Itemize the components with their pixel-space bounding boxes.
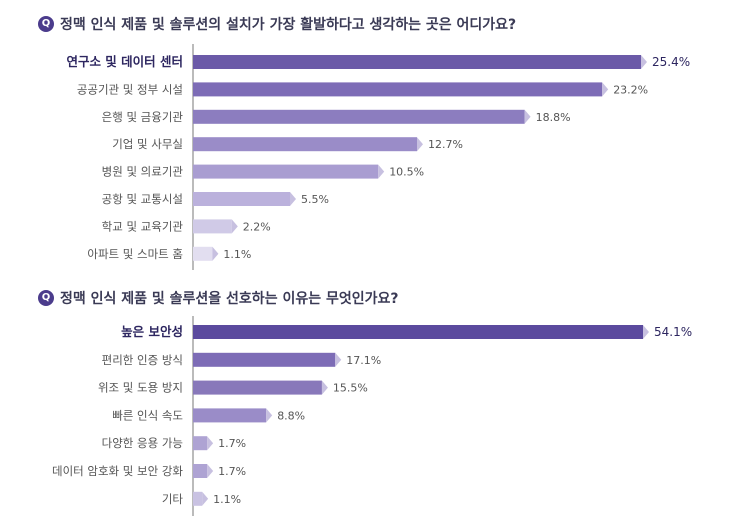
bar — [193, 408, 267, 423]
bar-tip — [335, 352, 342, 367]
bar — [193, 352, 336, 367]
question-text-1: 정맥 인식 제품 및 솔루션의 설치가 가장 활발하다고 생각하는 곳은 어디가… — [60, 17, 517, 33]
bar — [193, 82, 603, 97]
value-label: 8.8% — [277, 409, 305, 422]
category-label: 공공기관 및 정부 시설 — [77, 82, 183, 96]
category-label: 은행 및 금융기관 — [102, 110, 184, 124]
bar-tip — [641, 55, 647, 69]
question-title-1: Q 정맥 인식 제품 및 솔루션의 설치가 가장 활발하다고 생각하는 곳은 어… — [38, 14, 516, 34]
bar — [193, 192, 291, 206]
bar-tip — [266, 408, 273, 423]
category-label: 다양한 응용 가능 — [102, 436, 183, 450]
bar-tip — [202, 491, 209, 506]
bar-tip — [212, 246, 219, 261]
category-label: 공항 및 교통시설 — [102, 192, 183, 206]
value-label: 2.2% — [243, 220, 271, 233]
question-badge-2: Q — [38, 290, 54, 306]
value-label: 17.1% — [346, 354, 381, 367]
value-label: 1.1% — [213, 493, 241, 506]
bar — [193, 325, 643, 339]
category-label: 병원 및 의료기관 — [102, 165, 184, 179]
bar — [193, 464, 208, 478]
value-label: 23.2% — [613, 83, 648, 96]
category-label: 학교 및 교육기관 — [102, 219, 184, 233]
bar-tip — [378, 164, 385, 179]
question-title-2: Q 정맥 인식 제품 및 솔루션을 선호하는 이유는 무엇인가요? — [38, 288, 398, 308]
value-label: 5.5% — [301, 193, 329, 206]
bar — [193, 55, 641, 69]
bar-tip — [524, 109, 531, 124]
bar — [193, 219, 232, 234]
category-label: 아파트 및 스마트 홈 — [87, 247, 183, 261]
bar-tip — [602, 82, 609, 97]
value-label: 1.1% — [223, 248, 251, 261]
category-label: 높은 보안성 — [121, 324, 183, 339]
value-label: 1.7% — [218, 437, 246, 450]
chart-installation-places: 연구소 및 데이터 센터 25.4% 공공기관 및 정부 시설 23.2% 은행 및 금… — [66, 44, 690, 270]
bar — [193, 109, 525, 124]
bar — [193, 137, 417, 152]
value-label: 54.1% — [654, 325, 692, 339]
bar — [193, 491, 203, 506]
value-label: 10.5% — [389, 166, 424, 179]
bar-tip — [207, 436, 214, 451]
bar — [193, 164, 379, 179]
value-label: 15.5% — [333, 382, 368, 395]
value-label: 18.8% — [536, 111, 571, 124]
category-label: 빠른 인식 속도 — [112, 408, 183, 422]
category-label: 데이터 암호화 및 보안 강화 — [52, 464, 183, 478]
bar-tip — [207, 464, 214, 478]
bar — [193, 246, 213, 261]
bar-tip — [231, 219, 238, 234]
category-label: 기업 및 사무실 — [112, 137, 183, 151]
bar-tip — [417, 137, 423, 152]
bar-tip — [643, 325, 649, 339]
bar — [193, 436, 208, 451]
value-label: 25.4% — [652, 55, 690, 69]
value-label: 1.7% — [218, 465, 246, 478]
category-label: 연구소 및 데이터 센터 — [66, 54, 183, 69]
value-label: 12.7% — [428, 138, 463, 151]
question-badge-1: Q — [38, 16, 54, 32]
bar — [193, 380, 322, 395]
question-text-2: 정맥 인식 제품 및 솔루션을 선호하는 이유는 무엇인가요? — [60, 291, 399, 307]
category-label: 기타 — [162, 492, 184, 506]
chart-preference-reasons: 높은 보안성 54.1% 편리한 인증 방식 17.1% 위조 및 도용 방지 15.5%… — [52, 316, 692, 516]
bar-tip — [321, 380, 328, 395]
category-label: 편리한 인증 방식 — [102, 353, 183, 367]
bar-tip — [290, 192, 297, 206]
category-label: 위조 및 도용 방지 — [98, 381, 183, 395]
